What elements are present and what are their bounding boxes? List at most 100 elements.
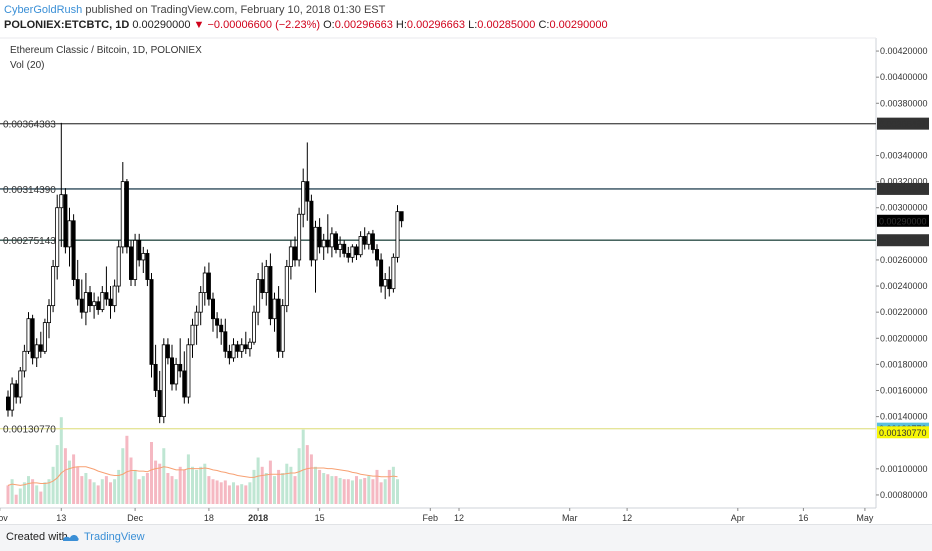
candle (116, 240, 121, 293)
volume-bar (350, 480, 354, 504)
volume-bar (301, 429, 305, 504)
candle (128, 240, 133, 287)
candle (362, 227, 367, 250)
price-tick-label: 0.00180000 (880, 359, 928, 369)
candle (137, 233, 142, 267)
price-tick-label: 0.00160000 (880, 386, 928, 396)
candle-body (178, 363, 183, 372)
price-label-text: 0.00276581 (879, 236, 927, 246)
volume-bar (367, 476, 371, 504)
candle (26, 312, 31, 354)
candle (317, 218, 322, 254)
time-tick-label: 15 (315, 513, 325, 523)
volume-bar (322, 473, 326, 504)
candle-body (137, 239, 142, 261)
low-value: 0.00285000 (477, 19, 536, 31)
candle-body (333, 233, 338, 250)
candle-body (133, 239, 138, 280)
candle (63, 188, 68, 254)
volume-bar (39, 491, 43, 504)
candle (83, 273, 88, 326)
volume-bar (277, 469, 281, 504)
volume-bar (84, 473, 88, 504)
price-axis[interactable]: 0.00420000 0.00400000 0.00380000 0.00340000… (876, 46, 928, 500)
price-chart[interactable]: 0.00420000 0.00400000 0.00380000 0.00340000… (0, 34, 932, 524)
volume-bar (92, 482, 96, 504)
open-value: 0.00296663 (334, 19, 393, 31)
low-label: L: (468, 19, 478, 31)
volume-bar (363, 477, 367, 504)
symbol-label[interactable]: POLONIEX:ETCBTC, 1D (4, 19, 130, 31)
candle-body (92, 301, 97, 307)
volume-bar (35, 485, 39, 504)
volume-bar (391, 466, 395, 504)
tradingview-logo-icon (63, 535, 79, 541)
price-axis-line-label: 0.00313943 (877, 182, 929, 195)
volume-bar (96, 485, 100, 504)
candle (100, 286, 105, 313)
volume-bar (121, 448, 125, 504)
candle-body (145, 253, 150, 280)
chart-background (0, 34, 932, 524)
candle (272, 292, 277, 332)
candle-body (26, 318, 31, 352)
volume-ma-line (7, 466, 398, 486)
volume-bar (195, 469, 199, 504)
candle (329, 227, 334, 258)
price-label-bg (877, 182, 929, 195)
price-tick-label: 0.00380000 (880, 98, 928, 108)
candle-body (202, 272, 207, 293)
candle-body (342, 243, 347, 254)
candle-body (198, 292, 203, 313)
candle (350, 244, 355, 263)
candle-body (75, 279, 80, 300)
open-label: O: (323, 19, 335, 31)
volume-bar (191, 466, 194, 504)
candle (260, 262, 265, 300)
author-link[interactable]: CyberGoldRush (4, 4, 83, 16)
volume-bar (154, 460, 158, 504)
candle (370, 229, 375, 254)
volume-bar (326, 474, 330, 504)
volume-bar (31, 479, 35, 504)
volume-bar (342, 479, 346, 504)
candle (264, 259, 269, 306)
volume-bar (330, 476, 334, 504)
time-axis[interactable]: Nov 13 Dec 18 2018 15 Feb 12 Mar 12 Apr 16 May (0, 508, 874, 523)
candle-body (165, 344, 170, 359)
candle-body (34, 344, 39, 359)
candle-body (67, 220, 72, 248)
time-tick-label: May (856, 513, 874, 523)
candle-body (346, 253, 351, 258)
volume-bar (375, 469, 379, 504)
tradingview-link[interactable]: TradingView (84, 531, 145, 543)
volume-bar (219, 482, 223, 504)
candle-body (264, 266, 269, 293)
candle-body (280, 305, 285, 352)
volume-bar (174, 479, 178, 504)
candle-body (51, 266, 56, 307)
volume-bar (100, 479, 104, 504)
candle (108, 286, 113, 319)
volume-bar (182, 469, 186, 504)
volume-bar (166, 473, 170, 504)
candle-body (305, 181, 310, 202)
volume-bar (227, 485, 231, 504)
candle-body (260, 279, 265, 293)
candle-body (30, 318, 35, 359)
candle (206, 262, 211, 306)
volume-bar (338, 477, 342, 504)
candle-body (83, 292, 88, 313)
time-tick-label: Apr (731, 513, 745, 523)
price-labels-layer: 0.00364383 0.00365491 0.00314390 0.00313943… (3, 117, 929, 439)
candle (223, 318, 228, 358)
candle (124, 179, 129, 254)
candle (149, 273, 154, 378)
candle (325, 214, 330, 254)
candle (75, 259, 80, 306)
candle-body (223, 331, 228, 352)
horizontal-line-left-label: 0.00275143 (3, 236, 56, 247)
candle-body (301, 181, 306, 215)
candle-body (317, 226, 322, 248)
candle-body (161, 344, 166, 418)
